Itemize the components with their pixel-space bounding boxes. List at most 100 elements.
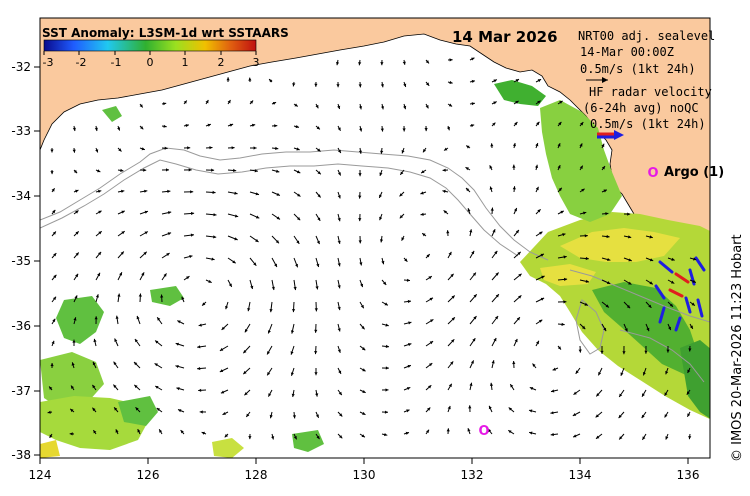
current-vector-head	[197, 367, 201, 371]
current-vector-head	[402, 61, 406, 65]
current-vector-head	[167, 232, 172, 236]
current-vector-head	[508, 407, 512, 411]
legend-tick: 3	[253, 56, 260, 69]
current-vector-head	[207, 123, 211, 127]
legend-tick: -2	[76, 56, 87, 69]
current-vector-head	[167, 189, 171, 193]
current-vector-head	[495, 272, 499, 276]
current-vector-head	[514, 338, 518, 343]
current-vector-head	[98, 189, 102, 193]
current-vector-head	[205, 100, 209, 104]
current-vector-head	[234, 237, 238, 241]
current-vector-head	[358, 173, 362, 177]
current-vector-head	[95, 149, 99, 153]
current-vector-head	[168, 211, 172, 215]
current-vector-head	[254, 169, 258, 173]
current-vector-head	[295, 263, 298, 268]
current-vector-head	[337, 195, 341, 199]
current-vector-head	[601, 143, 605, 148]
current-vector-head	[213, 213, 217, 217]
current-vector-head	[249, 100, 254, 104]
current-vector-head	[140, 126, 144, 130]
current-vector-head	[337, 149, 341, 153]
current-vector-head	[668, 326, 671, 331]
legend-tick: -1	[111, 56, 122, 69]
current-vector-head	[337, 172, 341, 176]
current-vector-head	[114, 407, 118, 411]
current-vector-head	[337, 306, 341, 311]
current-vector-head	[316, 435, 320, 440]
radar-averaging: (6-24h avg) noQC	[583, 101, 699, 115]
current-vector-head	[515, 230, 519, 234]
current-vector-head	[339, 435, 343, 439]
current-vector-head	[52, 209, 56, 214]
current-vector-head	[425, 60, 429, 64]
current-vector-head	[314, 372, 318, 376]
current-vector-head	[297, 217, 301, 221]
current-vector-head	[198, 388, 202, 392]
current-vector-head	[73, 317, 77, 321]
current-vector-head	[93, 430, 97, 434]
current-vector-head	[98, 231, 102, 235]
current-vector-head	[644, 350, 648, 354]
current-vector-head	[251, 123, 256, 127]
current-vector-head	[337, 285, 341, 289]
current-vector-head	[190, 190, 194, 194]
current-vector-head	[688, 348, 692, 352]
current-vector-head	[268, 393, 272, 397]
current-vector-head	[253, 146, 257, 150]
current-vector-head	[425, 105, 429, 109]
current-vector-head	[426, 82, 430, 86]
current-vector-head	[246, 413, 250, 417]
current-vector-head	[470, 360, 474, 364]
current-vector-head	[446, 230, 450, 234]
current-vector-head	[227, 100, 231, 104]
current-vector-head	[518, 295, 522, 299]
current-vector-head	[575, 370, 579, 374]
current-vector-head	[157, 317, 161, 321]
current-vector-head	[317, 148, 321, 152]
current-vector-head	[420, 191, 424, 195]
current-vector-head	[606, 234, 610, 239]
current-vector-head	[234, 214, 239, 218]
current-vector-head	[121, 231, 125, 235]
current-vector-head	[337, 217, 341, 222]
current-vector-head	[49, 434, 53, 438]
current-vector-head	[248, 436, 252, 440]
current-vector-head	[359, 106, 363, 110]
current-vector-head	[665, 371, 669, 375]
current-vector-head	[144, 210, 148, 214]
current-vector-head	[291, 393, 295, 397]
current-vector-head	[535, 143, 539, 147]
current-vector-head	[448, 251, 452, 256]
current-vector-head	[384, 433, 388, 437]
current-vector-head	[467, 428, 471, 432]
current-vector-head	[141, 147, 145, 151]
current-vector-head	[399, 193, 403, 197]
current-vector-head	[472, 338, 476, 342]
current-vector-head	[628, 258, 632, 262]
radar-scale: 0.5m/s (1kt 24h)	[590, 117, 706, 131]
current-vector-head	[290, 372, 294, 376]
current-vector-head	[536, 340, 539, 345]
current-vector-head	[402, 128, 406, 132]
current-vector-head	[267, 330, 271, 334]
current-vector-head	[442, 168, 446, 172]
current-vector-head	[315, 104, 319, 109]
current-vector-head	[605, 212, 609, 216]
map-frame	[39, 17, 711, 459]
current-vector-head	[160, 294, 164, 298]
current-vector-head	[426, 254, 430, 258]
current-vector-head	[471, 250, 475, 255]
current-vector-head	[646, 327, 650, 332]
current-vector-head	[538, 319, 543, 323]
current-vector-head	[316, 126, 320, 130]
y-tick-label: -38	[11, 448, 31, 462]
current-vector-head	[75, 210, 79, 214]
current-vector-head	[176, 387, 180, 391]
current-vector-head	[649, 235, 653, 239]
current-vector-head	[191, 211, 195, 216]
current-vector-head	[442, 189, 446, 193]
current-vector-head	[492, 122, 496, 126]
current-vector-head	[94, 316, 98, 320]
